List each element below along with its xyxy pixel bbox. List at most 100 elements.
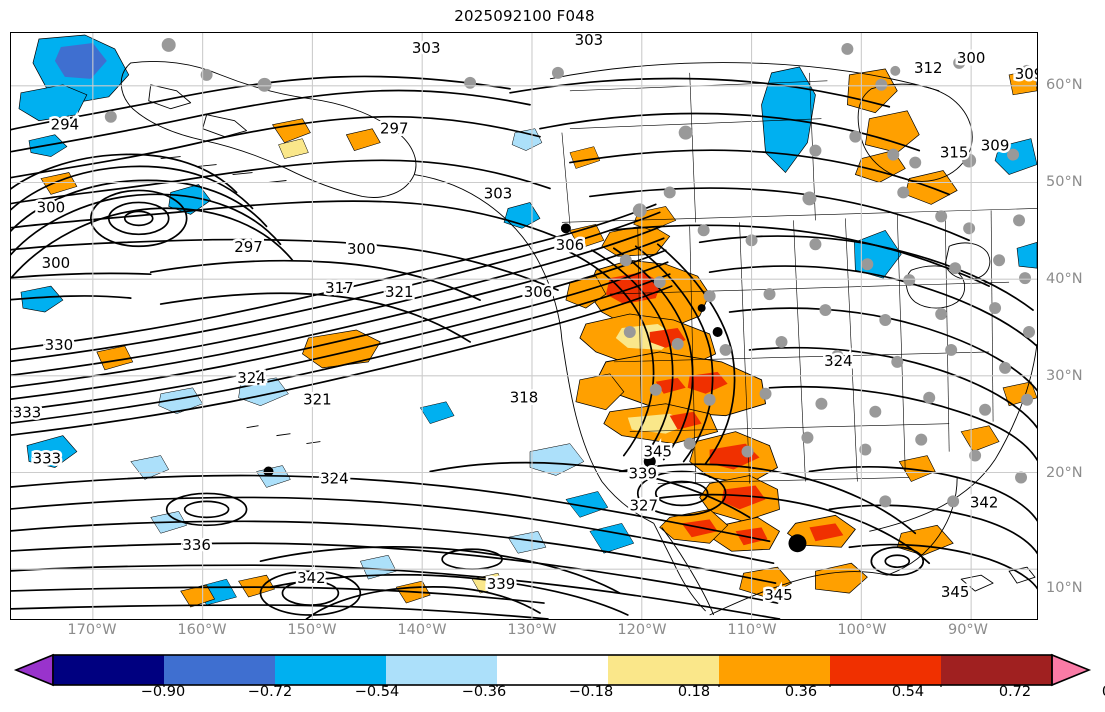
map-graphic: 3033033033033003003123123093092972972942… (11, 33, 1037, 619)
cbar-tick-0: −0.90 (140, 684, 186, 700)
colorbar-segment-7 (830, 655, 942, 685)
contour-label-halo: 330 (45, 336, 74, 354)
contour-label: 306 (524, 283, 553, 301)
contour-label: 339 (487, 575, 516, 593)
contour-label: 300 (42, 254, 71, 272)
contour-label-halo: 342 (970, 493, 999, 511)
contour-label-group: 3033033033033003003123123093092972972942… (11, 33, 1037, 607)
lon-tick-160w: 160°W (177, 622, 227, 638)
contour-label-halo: 324 (824, 352, 853, 370)
cbar-tick-5: 0.18 (677, 684, 711, 700)
contour-label: 303 (412, 39, 441, 57)
lat-tick-50n: 50°N (1046, 174, 1083, 190)
contour-label-halo: 317 (325, 279, 354, 297)
cbar-tick-7: 0.54 (891, 684, 925, 700)
lon-tick-110w: 110°W (727, 622, 777, 638)
contour-label: 345 (643, 443, 672, 461)
contour-label: 339 (629, 464, 658, 482)
colorbar-segment-4 (497, 655, 609, 685)
contour-label-halo: 303 (412, 39, 441, 57)
cbar-tick-3: −0.36 (461, 684, 507, 700)
contour-label: 297 (234, 238, 263, 256)
map-plot-area[interactable]: 3033033033033003003123123093092972972942… (10, 32, 1038, 620)
contour-label: 294 (51, 116, 80, 134)
contour-label-halo: 345 (643, 443, 672, 461)
contour-label-halo: 300 (42, 254, 71, 272)
colorbar-segment-3 (386, 655, 498, 685)
contour-label: 342 (297, 569, 326, 587)
contour-label: 315 (940, 144, 969, 162)
cbar-tick-9: 0.90 (1102, 684, 1105, 700)
contour-label: 333 (13, 404, 42, 422)
page-title: 2025092100 F048 (454, 7, 595, 25)
contour-label: 345 (764, 586, 793, 604)
contour-label-halo: 303 (484, 184, 513, 202)
contour-label-halo: 315 (940, 144, 969, 162)
contour-label: 324 (824, 352, 853, 370)
lon-tick-120w: 120°W (617, 622, 667, 638)
gridlines-layer (11, 33, 1037, 619)
contour-label-halo: 318 (510, 389, 539, 407)
lat-tick-20n: 20°N (1046, 465, 1083, 481)
contour-label-halo: 339 (629, 464, 658, 482)
colorbar-segment-1 (164, 655, 276, 685)
contour-label: 345 (941, 583, 970, 601)
lon-tick-100w: 100°W (837, 622, 887, 638)
cbar-tick-6: 0.36 (784, 684, 818, 700)
contour-label-halo: 333 (33, 450, 62, 468)
contour-label-halo: 342 (297, 569, 326, 587)
contour-label-halo: 321 (385, 283, 414, 301)
contour-label-halo: 345 (764, 586, 793, 604)
contour-label-halo: 303 (575, 33, 604, 49)
colorbar-segment-5 (608, 655, 720, 685)
contour-label: 318 (510, 389, 539, 407)
contour-label: 309 (1015, 65, 1037, 83)
contour-label: 300 (347, 240, 376, 258)
contour-label: 309 (981, 137, 1010, 155)
contour-label: 321 (385, 283, 414, 301)
colorbar-segment-8 (941, 655, 1053, 685)
cbar-tick-2: −0.54 (354, 684, 400, 700)
cbar-tick-8: 0.72 (998, 684, 1032, 700)
contour-label: 317 (325, 279, 354, 297)
contour-label-halo: 300 (347, 240, 376, 258)
colorbar-graphic (13, 653, 1092, 687)
colorbar-under-extend (13, 653, 54, 687)
contour-label-halo: 312 (914, 59, 943, 77)
colorbar-segment-6 (719, 655, 831, 685)
contour-label-halo: 306 (556, 236, 585, 254)
colorbar-outline (52, 654, 1053, 686)
contour-label: 312 (914, 59, 943, 77)
cbar-tick-1: −0.72 (247, 684, 293, 700)
contour-label-halo: 297 (380, 120, 409, 138)
station-markers-layer (104, 37, 1036, 553)
lon-tick-90w: 90°W (947, 622, 989, 638)
colorbar-segment-0 (53, 655, 165, 685)
colorbar[interactable] (0, 653, 1105, 687)
contour-label: 300 (37, 198, 66, 216)
contour-label-halo: 324 (320, 469, 349, 487)
contour-label-halo: 333 (13, 404, 42, 422)
lat-tick-10n: 10°N (1046, 580, 1083, 596)
lat-tick-40n: 40°N (1046, 271, 1083, 287)
cbar-tick-4: −0.18 (568, 684, 614, 700)
contour-label: 303 (575, 33, 604, 49)
contour-label: 324 (237, 369, 266, 387)
contour-label-halo: 321 (303, 391, 332, 409)
contour-label-halo: 324 (237, 369, 266, 387)
contour-label: 300 (957, 49, 986, 67)
contour-label: 303 (484, 184, 513, 202)
lat-tick-30n: 30°N (1046, 368, 1083, 384)
state-boundaries-layer (561, 72, 1037, 484)
contour-label: 327 (629, 496, 658, 514)
lon-tick-150w: 150°W (287, 622, 337, 638)
contour-label-halo: 300 (957, 49, 986, 67)
contour-label-halo: 309 (1015, 65, 1037, 83)
lon-tick-170w: 170°W (67, 622, 117, 638)
colorbar-segment-2 (275, 655, 387, 685)
contour-label-halo: 327 (629, 496, 658, 514)
contour-label: 342 (970, 493, 999, 511)
colorbar-over-extend (1051, 653, 1092, 687)
contour-label-halo: 300 (37, 198, 66, 216)
contour-label-halo: 339 (487, 575, 516, 593)
